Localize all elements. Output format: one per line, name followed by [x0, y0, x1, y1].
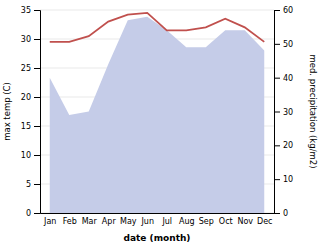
tick: 20 — [21, 93, 40, 102]
tick: Jul — [161, 213, 172, 226]
tick-label: 0 — [26, 209, 31, 218]
tick-label: Sep — [199, 217, 214, 226]
y-axis-title: max temp (C) — [2, 82, 12, 141]
tick-label: 60 — [283, 6, 293, 15]
tick: 60 — [274, 6, 293, 15]
y2-axis: 0 10 20 30 40 50 60 — [274, 6, 293, 218]
tick-mark — [274, 145, 280, 146]
tick-label: 25 — [21, 64, 31, 73]
tick-label: Jun — [141, 217, 155, 226]
tick-label: 0 — [283, 209, 288, 218]
tick: May — [120, 213, 137, 226]
chart-container: Jan Feb Mar AprMay Jun Jul Aug Sep Oct Nov Dec 0 5 10… — [0, 0, 318, 247]
tick-label: 30 — [283, 108, 293, 117]
tick: Sep — [199, 213, 214, 226]
tick-mark — [274, 44, 280, 45]
tick: 10 — [274, 175, 293, 184]
tick-label: 10 — [283, 175, 293, 184]
grid-line — [40, 10, 274, 11]
tick-mark — [34, 97, 40, 98]
tick: 30 — [274, 108, 293, 117]
tick-label: 15 — [21, 122, 31, 131]
tick: 25 — [21, 64, 40, 73]
tick-label: 20 — [283, 141, 293, 150]
x-axis: Jan Feb Mar AprMay Jun Jul Aug Sep Oct Nov Dec — [41, 213, 275, 226]
tick-label: 20 — [21, 93, 31, 102]
tick-label: 30 — [21, 35, 31, 44]
tick-mark — [34, 68, 40, 69]
tick: 50 — [274, 40, 293, 49]
tick-mark — [274, 78, 280, 79]
tick: Mar — [82, 213, 98, 226]
tick-label: Mar — [82, 217, 98, 226]
tick: 15 — [21, 122, 40, 131]
tick-mark — [274, 10, 280, 11]
tick: 20 — [274, 141, 293, 150]
tick: Oct — [219, 213, 233, 226]
tick: 0 — [26, 209, 40, 218]
y-axis: 0 5 10 15 20 25 30 35 — [21, 6, 41, 218]
tick: 10 — [21, 151, 40, 160]
tick-label: 5 — [26, 180, 31, 189]
tick-label: Jul — [161, 217, 172, 226]
tick-label: Aug — [179, 217, 195, 226]
tick: Aug — [179, 213, 195, 226]
axis-line — [34, 11, 41, 214]
tick-label: Jan — [43, 217, 56, 226]
tick-mark — [274, 179, 280, 180]
tick-mark — [34, 126, 40, 127]
tick: Feb — [63, 213, 77, 226]
tick: 40 — [274, 74, 293, 83]
tick-label: Feb — [63, 217, 77, 226]
tick-label: Oct — [219, 217, 233, 226]
tick: 5 — [26, 180, 40, 189]
tick-mark — [34, 213, 40, 214]
tick: Jan — [43, 213, 56, 226]
tick: Jun — [141, 213, 155, 226]
tick-mark — [34, 10, 40, 11]
tick-label: Nov — [237, 217, 253, 226]
axis-line — [41, 213, 275, 214]
tick-label: May — [120, 217, 137, 226]
tick: 35 — [21, 6, 40, 15]
line — [50, 13, 265, 42]
tick-mark — [34, 39, 40, 40]
tick: Apr — [102, 213, 117, 226]
tick: 0 — [274, 209, 288, 218]
tick-mark — [274, 213, 280, 214]
y2-axis-title: med. precipitation (kg/m2) — [308, 54, 318, 168]
plot: Jan Feb Mar AprMay Jun Jul Aug Sep Oct Nov Dec 0 5 10… — [21, 6, 293, 226]
tick-label: Dec — [257, 217, 272, 226]
area — [50, 17, 265, 213]
tick-label: 35 — [21, 6, 31, 15]
chart: Jan Feb Mar AprMay Jun Jul Aug Sep Oct Nov Dec 0 5 10… — [0, 0, 318, 247]
tick: Nov — [237, 213, 253, 226]
axis-line — [275, 11, 281, 214]
tick-mark — [274, 112, 280, 113]
tick: Dec — [257, 213, 272, 226]
tick-label: 40 — [283, 74, 293, 83]
tick: 30 — [21, 35, 40, 44]
tick-mark — [34, 184, 40, 185]
marks — [50, 13, 265, 213]
tick-label: Apr — [102, 217, 117, 226]
tick-label: 50 — [283, 40, 293, 49]
tick-mark — [34, 155, 40, 156]
x-axis-title: date (month) — [124, 233, 191, 243]
tick-label: 10 — [21, 151, 31, 160]
grid — [40, 10, 274, 213]
